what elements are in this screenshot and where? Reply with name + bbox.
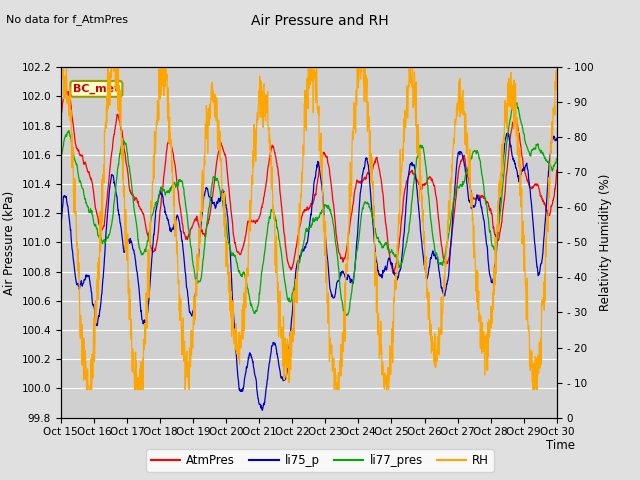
RH [57,98,65,104]
AtmPres [268,144,275,150]
AtmPres [57,115,65,120]
li75_p [259,408,266,413]
RH [83,387,90,393]
AtmPres [340,257,348,263]
Line: li75_p: li75_p [61,133,557,410]
li75_p [268,343,275,349]
li75_p [57,223,65,229]
RH [340,321,348,326]
li77_pres [95,235,103,240]
AtmPres [553,167,561,173]
li75_p [287,326,294,332]
li77_pres [341,312,349,318]
li77_pres [57,157,65,163]
li77_pres [116,155,124,161]
RH [116,98,124,104]
AtmPres [62,87,70,93]
li75_p [553,135,561,141]
AtmPres [116,119,124,125]
li77_pres [287,299,294,305]
RH [287,328,295,334]
RH [278,340,286,346]
AtmPres [278,206,285,212]
Line: li77_pres: li77_pres [61,102,557,315]
Text: Time: Time [545,439,575,452]
Legend: AtmPres, li75_p, li77_pres, RH: AtmPres, li75_p, li77_pres, RH [146,449,494,472]
Text: No data for f_AtmPres: No data for f_AtmPres [6,14,129,25]
AtmPres [389,270,397,276]
RH [58,64,65,70]
li75_p [278,375,285,381]
li77_pres [278,251,285,257]
RH [96,231,104,237]
li77_pres [553,156,561,161]
li77_pres [511,99,518,105]
Line: RH: RH [61,67,557,390]
Text: BC_met: BC_met [73,84,120,94]
li77_pres [339,305,347,311]
AtmPres [95,223,103,228]
li75_p [504,130,511,136]
li75_p [116,214,124,219]
RH [553,67,561,73]
Y-axis label: Air Pressure (kPa): Air Pressure (kPa) [3,190,16,295]
li75_p [340,269,348,275]
Text: Air Pressure and RH: Air Pressure and RH [251,14,389,28]
AtmPres [287,266,294,272]
li77_pres [268,207,275,213]
Y-axis label: Relativity Humidity (%): Relativity Humidity (%) [598,174,612,311]
li75_p [95,313,103,319]
RH [268,172,276,178]
Line: AtmPres: AtmPres [61,90,557,273]
